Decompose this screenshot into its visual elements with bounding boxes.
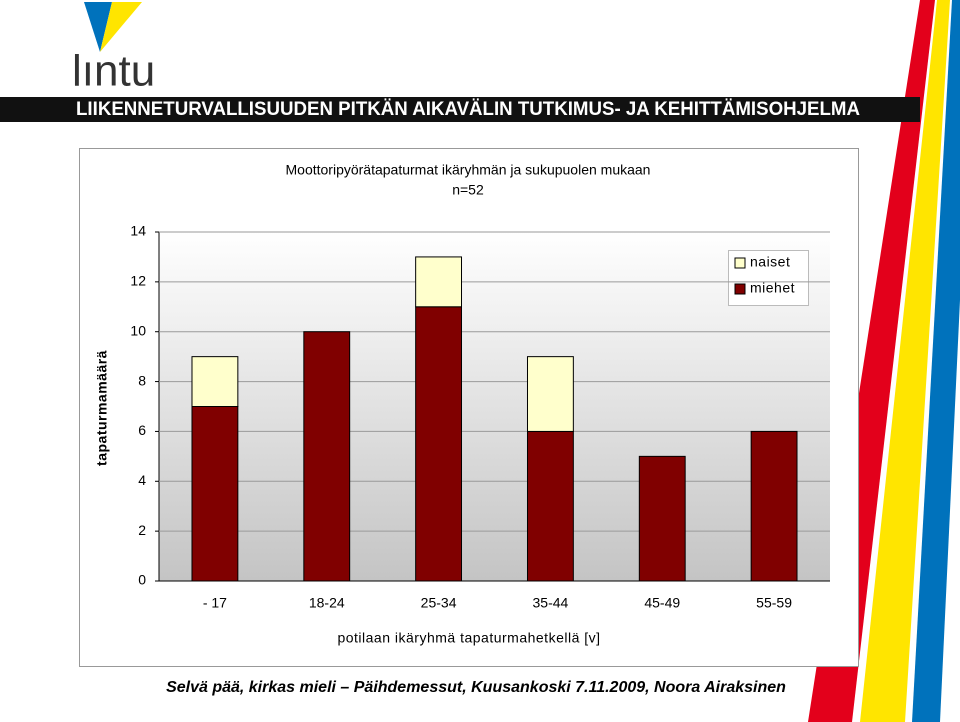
bar-segment xyxy=(750,430,798,582)
logo-text: lıntu xyxy=(72,47,155,96)
chart-subtitle: n=52 xyxy=(452,182,484,198)
bar-segment xyxy=(415,256,463,308)
legend-label: miehet xyxy=(750,280,795,296)
x-tick-label: 25-34 xyxy=(421,595,457,611)
banner-text: LIIKENNETURVALLISUUDEN PITKÄN AIKAVÄLIN … xyxy=(76,99,860,120)
y-axis-label: tapaturmamäärä xyxy=(94,350,110,466)
y-tick-label: 8 xyxy=(138,372,146,388)
y-tick-label: 2 xyxy=(138,522,146,538)
chart-title: Moottoripyörätapaturmat ikäryhmän ja suk… xyxy=(286,162,651,178)
legend-swatch xyxy=(734,283,746,295)
bar-segment xyxy=(526,356,574,432)
bar-segment xyxy=(191,356,239,407)
x-tick-label: 35-44 xyxy=(533,595,569,611)
bar-segment xyxy=(415,306,463,582)
x-tick-label: 55-59 xyxy=(756,595,792,611)
y-tick-label: 0 xyxy=(138,572,146,588)
legend-label: naiset xyxy=(750,254,790,270)
x-axis-label: potilaan ikäryhmä tapaturmahetkellä [v] xyxy=(337,630,600,646)
bar-segment xyxy=(638,455,686,582)
x-tick-label: - 17 xyxy=(203,595,227,611)
legend-swatch xyxy=(734,257,746,269)
y-tick-label: 14 xyxy=(130,223,146,239)
logo-triangle-blue xyxy=(84,2,112,52)
banner-bar xyxy=(0,97,920,122)
stripe-yellow xyxy=(860,0,950,722)
logo-triangle-yellow xyxy=(100,2,142,52)
bar-segment xyxy=(191,406,239,582)
footer: Selvä pää, kirkas mieli – Päihdemessut, … xyxy=(166,679,786,696)
x-tick-label: 18-24 xyxy=(309,595,345,611)
bar-segment xyxy=(526,430,574,582)
y-tick-label: 10 xyxy=(130,322,146,338)
y-tick-label: 4 xyxy=(138,472,146,488)
y-tick-label: 6 xyxy=(138,422,146,438)
x-tick-label: 45-49 xyxy=(644,595,680,611)
plot-area xyxy=(159,232,830,581)
stripe-blue xyxy=(912,0,960,722)
bar-segment xyxy=(303,331,351,582)
y-tick-label: 12 xyxy=(130,273,146,289)
